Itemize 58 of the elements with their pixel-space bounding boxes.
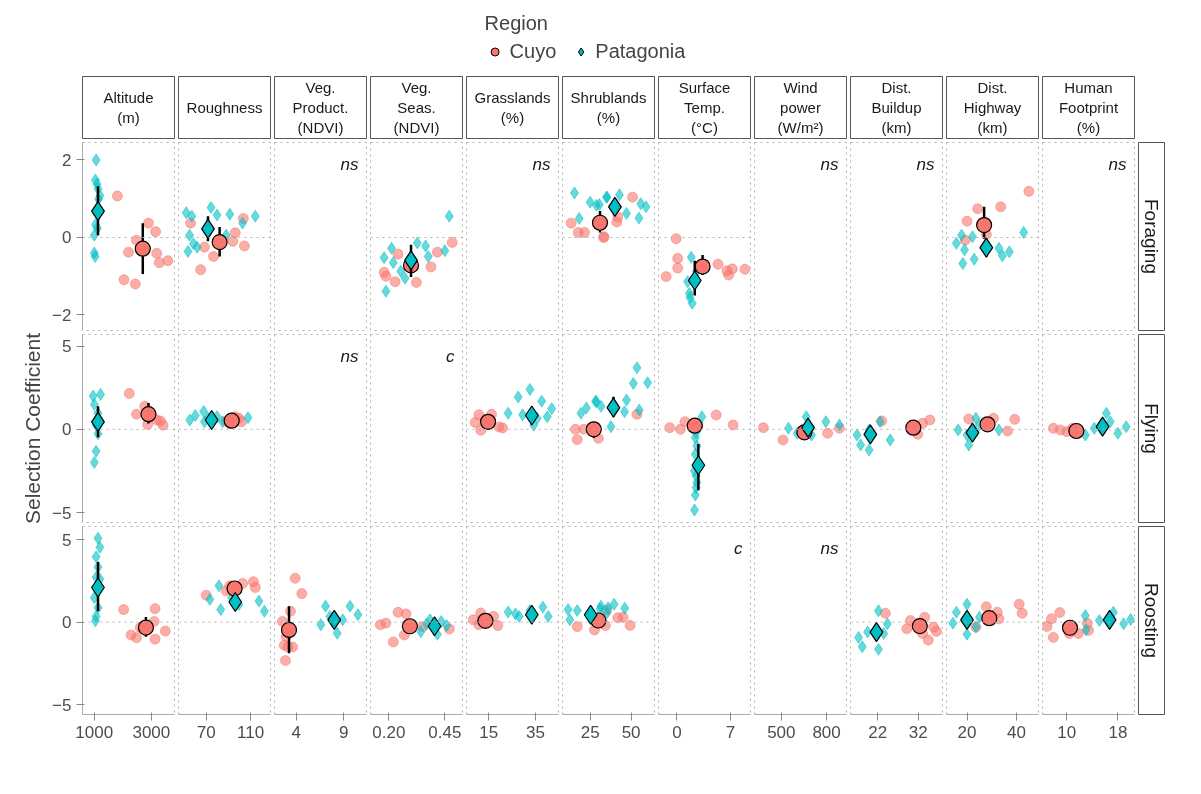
- x-tick-label: 70: [196, 722, 216, 742]
- chart-title: Dist. Buildup (km): [871, 78, 922, 137]
- chart-title: Wind power (W/m²): [777, 78, 824, 137]
- x-tick-label: 35: [526, 722, 546, 742]
- y-tick-label: 0: [62, 420, 72, 440]
- legend-title: Region: [484, 11, 549, 35]
- annotation: ns: [340, 154, 359, 174]
- x-tick-label: 0.45: [428, 722, 462, 742]
- chart-title: Grasslands (%): [474, 88, 551, 127]
- x-tick-label: 20: [957, 722, 977, 742]
- annotation: c: [446, 346, 455, 366]
- y2-axis-title: Foraging: [1141, 199, 1162, 275]
- x-tick-label: 15: [479, 722, 499, 742]
- x-tick-label: 9: [339, 722, 349, 742]
- x-tick-label: 3000: [132, 722, 171, 742]
- y-tick-label: 5: [62, 530, 72, 550]
- x-tick-label: 40: [1007, 722, 1026, 742]
- x-tick-label: 500: [767, 722, 796, 742]
- x-tick-label: 800: [812, 722, 841, 742]
- y-axis-title: Selection Coefficient: [21, 332, 45, 525]
- chart-title: Shrublands (%): [570, 88, 647, 127]
- x-tick-label: 32: [908, 722, 928, 742]
- chart-title: Roughness: [186, 99, 263, 116]
- y-tick-label: 5: [62, 337, 72, 357]
- x-tick-label: 0: [672, 722, 682, 742]
- chart-title: Surface Temp. (°C): [678, 78, 731, 137]
- annotation: ns: [820, 538, 839, 558]
- legend-label: Patagonia: [595, 39, 686, 63]
- y-tick-label: −5: [52, 503, 72, 523]
- x-tick-label: 110: [237, 722, 265, 742]
- chart-title: Human Footprint (%): [1058, 78, 1119, 137]
- x-tick-label: 10: [1057, 722, 1077, 742]
- x-tick-label: 1000: [75, 722, 114, 742]
- annotation: c: [734, 538, 743, 558]
- x-tick-label: 7: [725, 722, 736, 742]
- y2-axis-title: Flying: [1141, 403, 1162, 454]
- annotation: ns: [532, 154, 551, 174]
- x-tick-label: 18: [1108, 722, 1128, 742]
- y-tick-label: 0: [62, 228, 72, 248]
- y-tick-label: 0: [62, 613, 72, 633]
- annotation: ns: [1108, 154, 1127, 174]
- x-tick-label: 50: [621, 722, 641, 742]
- x-tick-label: 25: [580, 722, 600, 742]
- annotation: ns: [340, 346, 359, 366]
- y2-axis-title: Roosting: [1141, 583, 1162, 659]
- legend-label: Cuyo: [509, 39, 557, 63]
- chart-title: Veg. Seas. (NDVI): [393, 78, 440, 137]
- y-tick-label: −2: [52, 305, 72, 325]
- chart-title: Dist. Highway (km): [963, 78, 1022, 137]
- chart-title: Altitude (m): [103, 88, 154, 127]
- annotation: ns: [916, 154, 935, 174]
- y-tick-label: 2: [62, 150, 72, 170]
- x-tick-label: 0.20: [372, 722, 406, 742]
- x-tick-label: 22: [868, 722, 888, 742]
- chart-title: Veg. Product. (NDVI): [292, 78, 349, 137]
- y-tick-label: −5: [52, 695, 72, 715]
- annotation: ns: [820, 154, 839, 174]
- x-tick-label: 4: [291, 722, 302, 742]
